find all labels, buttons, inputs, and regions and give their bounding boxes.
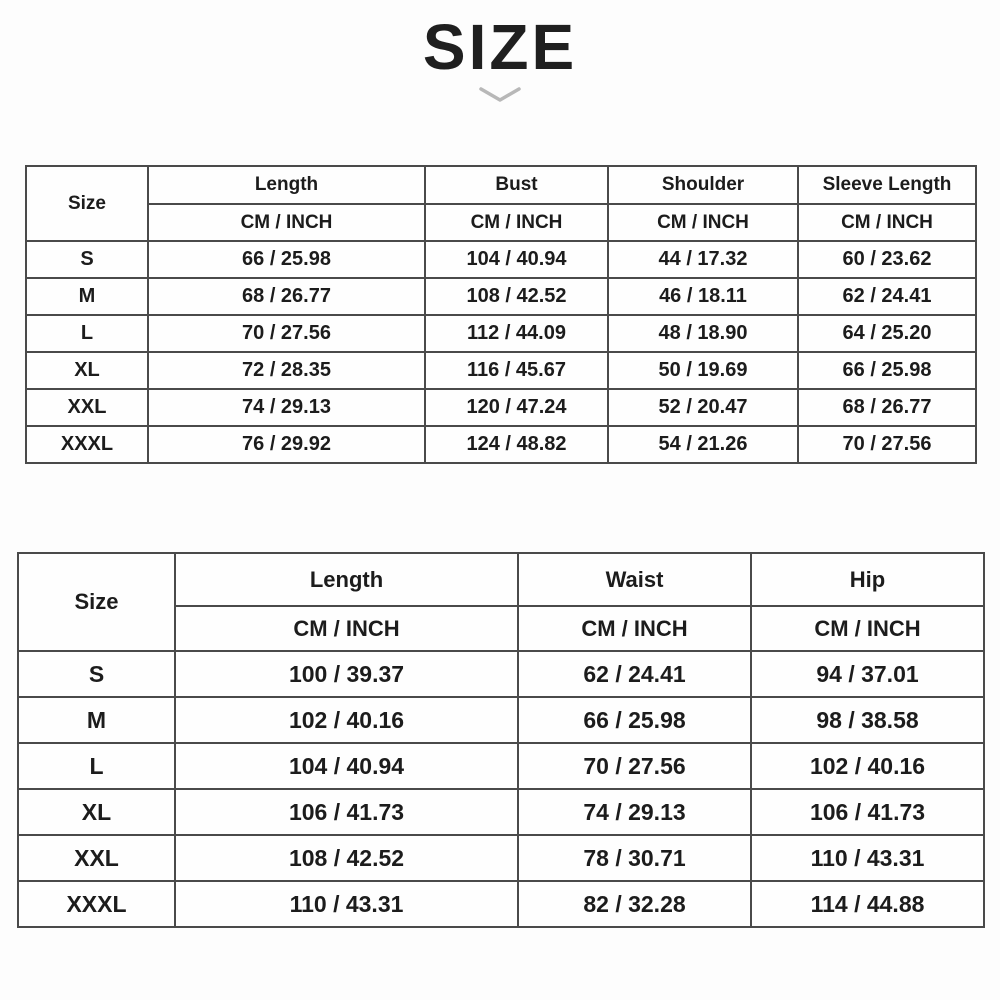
- table-row: L 104 / 40.94 70 / 27.56 102 / 40.16: [17, 742, 985, 790]
- measurement-cell: 62 / 24.41: [797, 277, 977, 316]
- table-row: L 70 / 27.56 112 / 44.09 48 / 18.90 64 /…: [25, 314, 977, 353]
- measurement-cell: 112 / 44.09: [424, 314, 609, 353]
- unit-header: CM / INCH: [147, 203, 426, 242]
- size-cell: M: [25, 277, 149, 316]
- measurement-cell: 98 / 38.58: [750, 696, 985, 744]
- measurement-cell: 44 / 17.32: [607, 240, 799, 279]
- table-row: M 68 / 26.77 108 / 42.52 46 / 18.11 62 /…: [25, 277, 977, 316]
- table-row: XL 106 / 41.73 74 / 29.13 106 / 41.73: [17, 788, 985, 836]
- size-cell: XXL: [25, 388, 149, 427]
- measurement-cell: 72 / 28.35: [147, 351, 426, 390]
- measurement-cell: 70 / 27.56: [797, 425, 977, 464]
- table-row: S 100 / 39.37 62 / 24.41 94 / 37.01: [17, 650, 985, 698]
- chevron-down-icon: [479, 87, 521, 102]
- measurement-cell: 94 / 37.01: [750, 650, 985, 698]
- measurement-cell: 50 / 19.69: [607, 351, 799, 390]
- measurement-cell: 48 / 18.90: [607, 314, 799, 353]
- column-header-length: Length: [174, 552, 519, 607]
- column-header-hip: Hip: [750, 552, 985, 607]
- measurement-cell: 60 / 23.62: [797, 240, 977, 279]
- measurement-cell: 74 / 29.13: [147, 388, 426, 427]
- measurement-cell: 66 / 25.98: [517, 696, 752, 744]
- unit-header: CM / INCH: [517, 605, 752, 652]
- measurement-cell: 52 / 20.47: [607, 388, 799, 427]
- column-header-shoulder: Shoulder: [607, 165, 799, 205]
- size-cell: L: [17, 742, 176, 790]
- size-cell: S: [17, 650, 176, 698]
- measurement-cell: 106 / 41.73: [750, 788, 985, 836]
- measurement-cell: 66 / 25.98: [797, 351, 977, 390]
- table-row: XXL 74 / 29.13 120 / 47.24 52 / 20.47 68…: [25, 388, 977, 427]
- measurement-cell: 104 / 40.94: [424, 240, 609, 279]
- table-row: XL 72 / 28.35 116 / 45.67 50 / 19.69 66 …: [25, 351, 977, 390]
- measurement-cell: 114 / 44.88: [750, 880, 985, 928]
- measurement-cell: 46 / 18.11: [607, 277, 799, 316]
- size-cell: S: [25, 240, 149, 279]
- measurement-cell: 70 / 27.56: [517, 742, 752, 790]
- measurement-cell: 104 / 40.94: [174, 742, 519, 790]
- unit-header: CM / INCH: [797, 203, 977, 242]
- measurement-cell: 62 / 24.41: [517, 650, 752, 698]
- size-cell: L: [25, 314, 149, 353]
- measurement-cell: 116 / 45.67: [424, 351, 609, 390]
- page-title: SIZE: [422, 11, 578, 83]
- header-row: Size Length Waist Hip: [17, 552, 985, 652]
- unit-header-row: CM / INCH CM / INCH CM / INCH CM / INCH: [26, 203, 977, 242]
- measurement-cell: 54 / 21.26: [607, 425, 799, 464]
- unit-header: CM / INCH: [750, 605, 985, 652]
- bottom-size-table: Size Length Waist Hip CM / INCH CM / INC…: [17, 552, 985, 928]
- measurement-cell: 68 / 26.77: [147, 277, 426, 316]
- unit-header: CM / INCH: [607, 203, 799, 242]
- measurement-cell: 78 / 30.71: [517, 834, 752, 882]
- measurement-cell: 124 / 48.82: [424, 425, 609, 464]
- measurement-cell: 110 / 43.31: [750, 834, 985, 882]
- table-row: XXL 108 / 42.52 78 / 30.71 110 / 43.31: [17, 834, 985, 882]
- measurement-cell: 108 / 42.52: [424, 277, 609, 316]
- table-row: XXXL 76 / 29.92 124 / 48.82 54 / 21.26 7…: [25, 425, 977, 464]
- measurement-cell: 82 / 32.28: [517, 880, 752, 928]
- column-header-size: Size: [17, 552, 176, 652]
- column-header-length: Length: [147, 165, 426, 205]
- size-cell: XL: [17, 788, 176, 836]
- measurement-cell: 76 / 29.92: [147, 425, 426, 464]
- measurement-cell: 102 / 40.16: [174, 696, 519, 744]
- size-cell: XXXL: [25, 425, 149, 464]
- table-row: M 102 / 40.16 66 / 25.98 98 / 38.58: [17, 696, 985, 744]
- size-cell: XXXL: [17, 880, 176, 928]
- measurement-cell: 70 / 27.56: [147, 314, 426, 353]
- measurement-cell: 68 / 26.77: [797, 388, 977, 427]
- table-row: S 66 / 25.98 104 / 40.94 44 / 17.32 60 /…: [25, 240, 977, 279]
- measurement-cell: 100 / 39.37: [174, 650, 519, 698]
- column-header-size: Size: [25, 165, 149, 242]
- measurement-cell: 108 / 42.52: [174, 834, 519, 882]
- measurement-cell: 110 / 43.31: [174, 880, 519, 928]
- measurement-cell: 74 / 29.13: [517, 788, 752, 836]
- measurement-cell: 102 / 40.16: [750, 742, 985, 790]
- table-row: XXXL 110 / 43.31 82 / 32.28 114 / 44.88: [17, 880, 985, 928]
- size-cell: XL: [25, 351, 149, 390]
- header-row: Size Length Bust Shoulder Sleeve Length: [25, 165, 977, 242]
- column-header-bust: Bust: [424, 165, 609, 205]
- column-header-waist: Waist: [517, 552, 752, 607]
- measurement-cell: 64 / 25.20: [797, 314, 977, 353]
- unit-header: CM / INCH: [424, 203, 609, 242]
- column-header-sleeve-length: Sleeve Length: [797, 165, 977, 205]
- unit-header-row: CM / INCH CM / INCH CM / INCH: [18, 605, 985, 652]
- size-cell: XXL: [17, 834, 176, 882]
- size-cell: M: [17, 696, 176, 744]
- top-size-table: Size Length Bust Shoulder Sleeve Length …: [25, 165, 977, 464]
- measurement-cell: 66 / 25.98: [147, 240, 426, 279]
- measurement-cell: 120 / 47.24: [424, 388, 609, 427]
- unit-header: CM / INCH: [174, 605, 519, 652]
- measurement-cell: 106 / 41.73: [174, 788, 519, 836]
